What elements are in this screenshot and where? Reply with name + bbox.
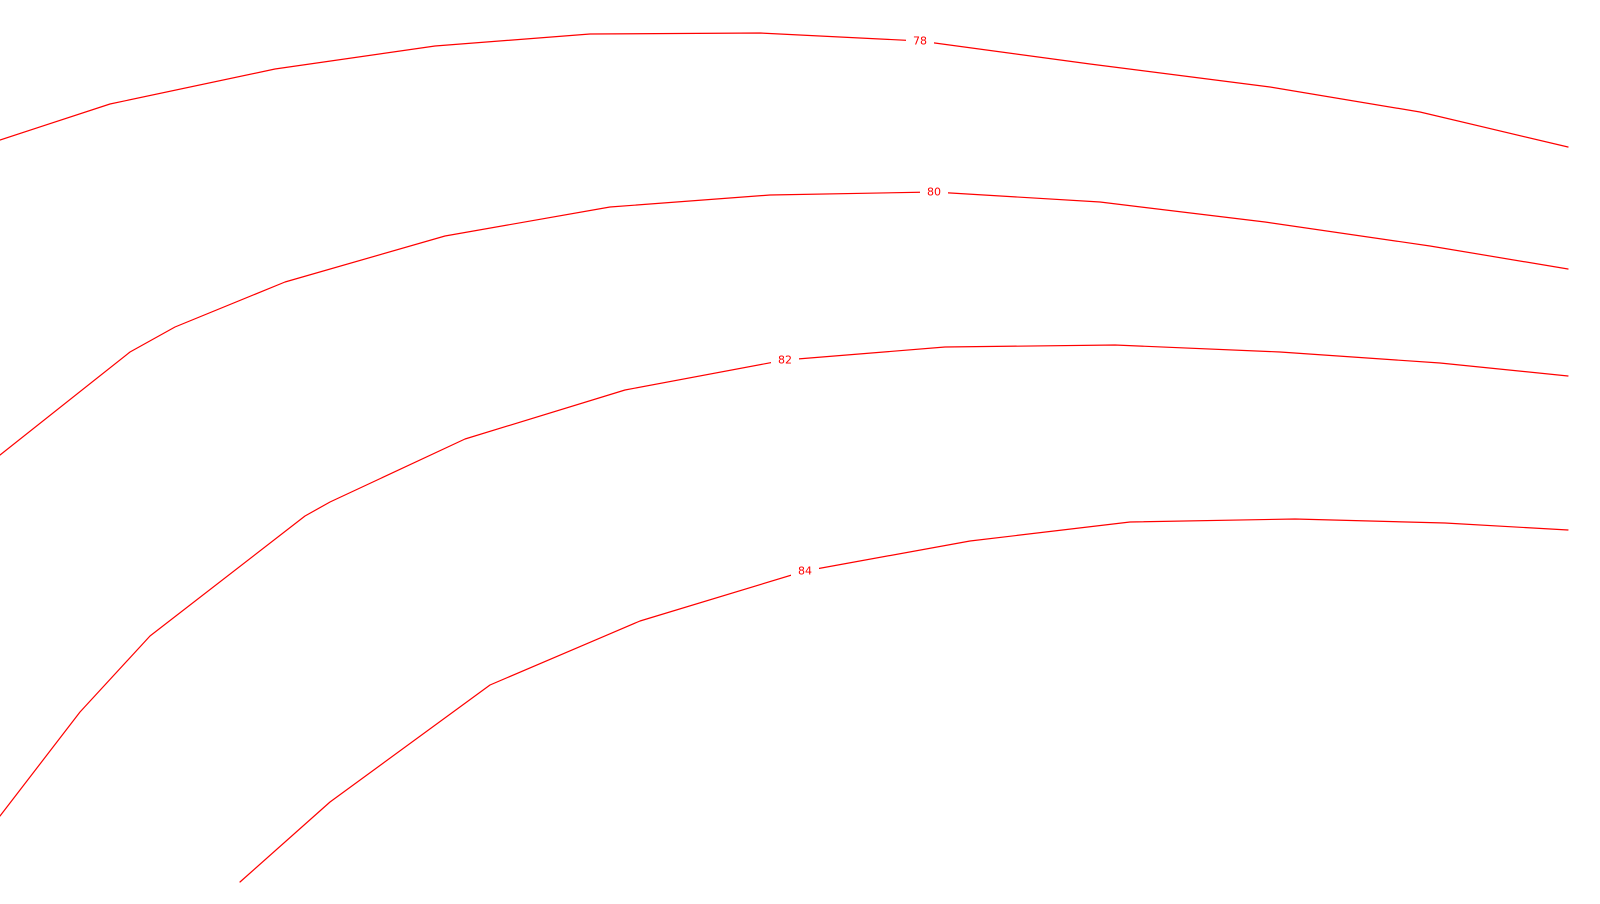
contour-line-84: 84 xyxy=(239,518,1569,883)
contour-line-78: 78 xyxy=(0,32,1569,148)
contour-path-80 xyxy=(0,191,1569,456)
contour-label-bg-84 xyxy=(791,564,819,578)
contour-path-78 xyxy=(0,32,1569,148)
contour-label-bg-78 xyxy=(906,34,934,48)
contour-path-82 xyxy=(0,344,1569,817)
contour-label-80: 80 xyxy=(927,186,941,199)
contour-label-84: 84 xyxy=(798,565,812,578)
contour-line-82: 82 xyxy=(0,344,1569,817)
contour-label-bg-80 xyxy=(920,185,948,199)
contour-line-80: 80 xyxy=(0,185,1569,456)
contour-label-78: 78 xyxy=(913,35,927,48)
contour-path-84 xyxy=(239,518,1569,883)
contour-label-82: 82 xyxy=(778,354,792,367)
contour-label-bg-82 xyxy=(771,353,799,367)
